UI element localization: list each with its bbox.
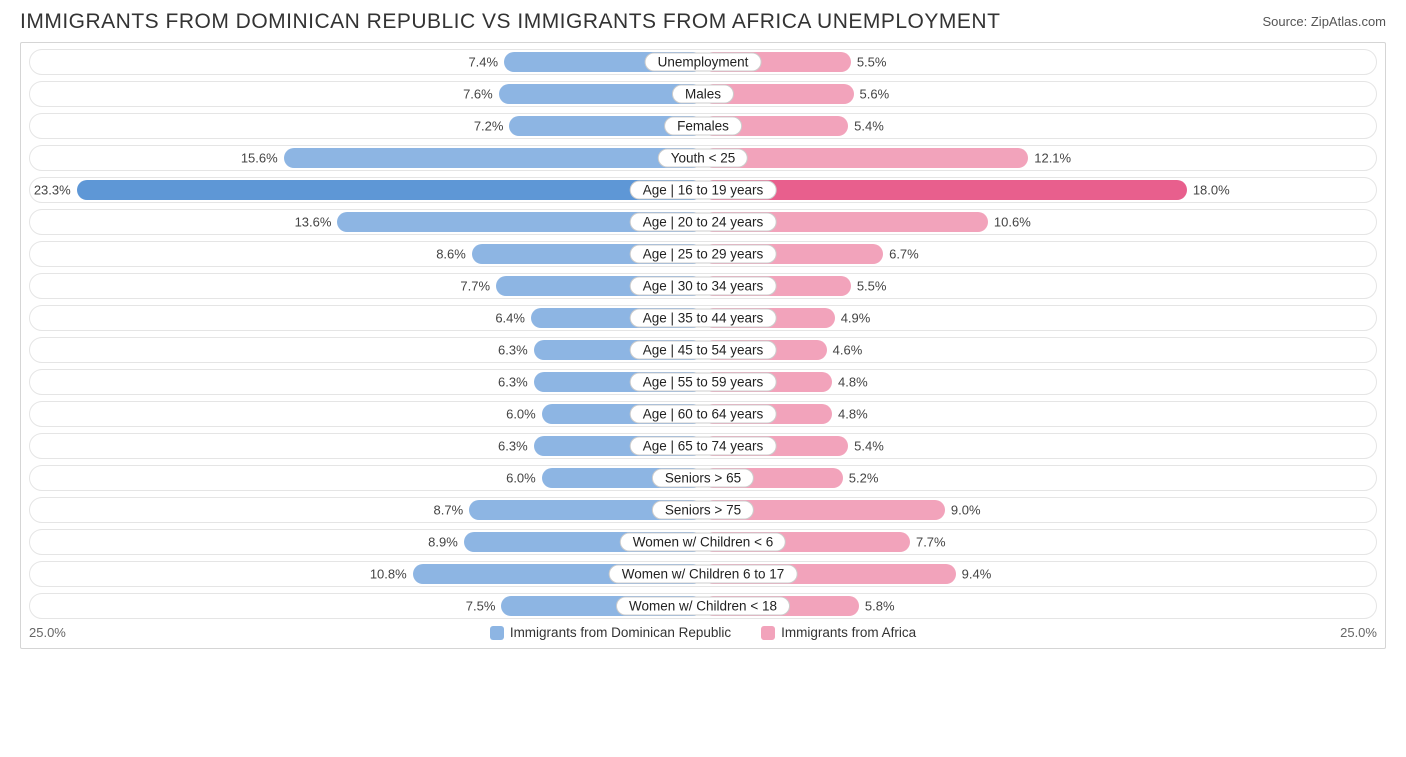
- legend: Immigrants from Dominican Republic Immig…: [490, 625, 916, 640]
- category-label: Seniors > 65: [652, 469, 754, 488]
- legend-label-right: Immigrants from Africa: [781, 625, 916, 640]
- category-label: Seniors > 75: [652, 501, 754, 520]
- value-label-right: 5.5%: [857, 279, 887, 294]
- value-label-right: 5.5%: [857, 55, 887, 70]
- value-label-right: 10.6%: [994, 215, 1031, 230]
- value-label-left: 7.4%: [468, 55, 498, 70]
- value-label-left: 7.6%: [463, 87, 493, 102]
- chart-row: 7.7% 5.5% Age | 30 to 34 years: [29, 273, 1377, 299]
- value-label-left: 8.6%: [436, 247, 466, 262]
- chart-row: 8.6% 6.7% Age | 25 to 29 years: [29, 241, 1377, 267]
- chart-row: 7.4% 5.5% Unemployment: [29, 49, 1377, 75]
- source-attribution: Source: ZipAtlas.com: [1262, 10, 1386, 29]
- category-label: Unemployment: [645, 53, 762, 72]
- chart-row: 6.0% 5.2% Seniors > 65: [29, 465, 1377, 491]
- chart-row: 7.2% 5.4% Females: [29, 113, 1377, 139]
- chart-row: 6.3% 4.8% Age | 55 to 59 years: [29, 369, 1377, 395]
- category-label: Age | 45 to 54 years: [630, 341, 777, 360]
- value-label-right: 4.8%: [838, 407, 868, 422]
- chart-row: 8.7% 9.0% Seniors > 75: [29, 497, 1377, 523]
- chart-footer: 25.0% Immigrants from Dominican Republic…: [29, 625, 1377, 640]
- value-label-left: 8.9%: [428, 535, 458, 550]
- value-label-left: 8.7%: [434, 503, 464, 518]
- category-label: Age | 65 to 74 years: [630, 437, 777, 456]
- legend-swatch-left: [490, 626, 504, 640]
- category-label: Youth < 25: [658, 149, 748, 168]
- chart-row: 6.4% 4.9% Age | 35 to 44 years: [29, 305, 1377, 331]
- legend-item-left: Immigrants from Dominican Republic: [490, 625, 731, 640]
- chart-container: 7.4% 5.5% Unemployment 7.6% 5.6% Males 7.2% 5.4…: [20, 42, 1386, 649]
- category-label: Males: [672, 85, 734, 104]
- legend-label-left: Immigrants from Dominican Republic: [510, 625, 731, 640]
- value-label-left: 7.2%: [474, 119, 504, 134]
- value-label-left: 6.3%: [498, 439, 528, 454]
- value-label-left: 6.0%: [506, 471, 536, 486]
- value-label-right: 5.6%: [860, 87, 890, 102]
- value-label-right: 4.9%: [841, 311, 871, 326]
- value-label-right: 9.4%: [962, 567, 992, 582]
- chart-row: 8.9% 7.7% Women w/ Children < 6: [29, 529, 1377, 555]
- value-label-right: 7.7%: [916, 535, 946, 550]
- value-label-left: 23.3%: [34, 183, 71, 198]
- value-label-left: 10.8%: [370, 567, 407, 582]
- category-label: Females: [664, 117, 742, 136]
- chart-title: IMMIGRANTS FROM DOMINICAN REPUBLIC VS IM…: [20, 10, 1000, 34]
- value-label-right: 9.0%: [951, 503, 981, 518]
- axis-max-right: 25.0%: [1340, 625, 1377, 640]
- legend-swatch-right: [761, 626, 775, 640]
- chart-row: 6.3% 5.4% Age | 65 to 74 years: [29, 433, 1377, 459]
- chart-row: 6.3% 4.6% Age | 45 to 54 years: [29, 337, 1377, 363]
- page: IMMIGRANTS FROM DOMINICAN REPUBLIC VS IM…: [0, 0, 1406, 649]
- value-label-right: 12.1%: [1034, 151, 1071, 166]
- value-label-left: 6.3%: [498, 343, 528, 358]
- category-label: Age | 35 to 44 years: [630, 309, 777, 328]
- chart-row: 7.5% 5.8% Women w/ Children < 18: [29, 593, 1377, 619]
- chart-row: 10.8% 9.4% Women w/ Children 6 to 17: [29, 561, 1377, 587]
- category-label: Age | 55 to 59 years: [630, 373, 777, 392]
- value-label-right: 5.4%: [854, 119, 884, 134]
- value-label-right: 6.7%: [889, 247, 919, 262]
- category-label: Age | 25 to 29 years: [630, 245, 777, 264]
- category-label: Age | 16 to 19 years: [630, 181, 777, 200]
- value-label-left: 6.4%: [495, 311, 525, 326]
- value-label-left: 7.7%: [460, 279, 490, 294]
- value-label-right: 4.6%: [833, 343, 863, 358]
- chart-row: 23.3% 18.0% Age | 16 to 19 years: [29, 177, 1377, 203]
- value-label-right: 4.8%: [838, 375, 868, 390]
- chart-row: 15.6% 12.1% Youth < 25: [29, 145, 1377, 171]
- header: IMMIGRANTS FROM DOMINICAN REPUBLIC VS IM…: [20, 10, 1386, 34]
- chart-row: 6.0% 4.8% Age | 60 to 64 years: [29, 401, 1377, 427]
- value-label-right: 18.0%: [1193, 183, 1230, 198]
- chart-row: 7.6% 5.6% Males: [29, 81, 1377, 107]
- category-label: Women w/ Children < 18: [616, 597, 790, 616]
- bar-left: [77, 180, 703, 200]
- axis-max-left: 25.0%: [29, 625, 66, 640]
- category-label: Women w/ Children 6 to 17: [609, 565, 798, 584]
- value-label-right: 5.8%: [865, 599, 895, 614]
- chart-rows: 7.4% 5.5% Unemployment 7.6% 5.6% Males 7.2% 5.4…: [29, 49, 1377, 619]
- bar-right: [703, 148, 1028, 168]
- value-label-left: 6.3%: [498, 375, 528, 390]
- legend-item-right: Immigrants from Africa: [761, 625, 916, 640]
- category-label: Women w/ Children < 6: [620, 533, 786, 552]
- bar-left: [284, 148, 703, 168]
- value-label-right: 5.4%: [854, 439, 884, 454]
- value-label-left: 15.6%: [241, 151, 278, 166]
- chart-row: 13.6% 10.6% Age | 20 to 24 years: [29, 209, 1377, 235]
- value-label-left: 7.5%: [466, 599, 496, 614]
- category-label: Age | 30 to 34 years: [630, 277, 777, 296]
- value-label-right: 5.2%: [849, 471, 879, 486]
- value-label-left: 13.6%: [295, 215, 332, 230]
- value-label-left: 6.0%: [506, 407, 536, 422]
- category-label: Age | 60 to 64 years: [630, 405, 777, 424]
- category-label: Age | 20 to 24 years: [630, 213, 777, 232]
